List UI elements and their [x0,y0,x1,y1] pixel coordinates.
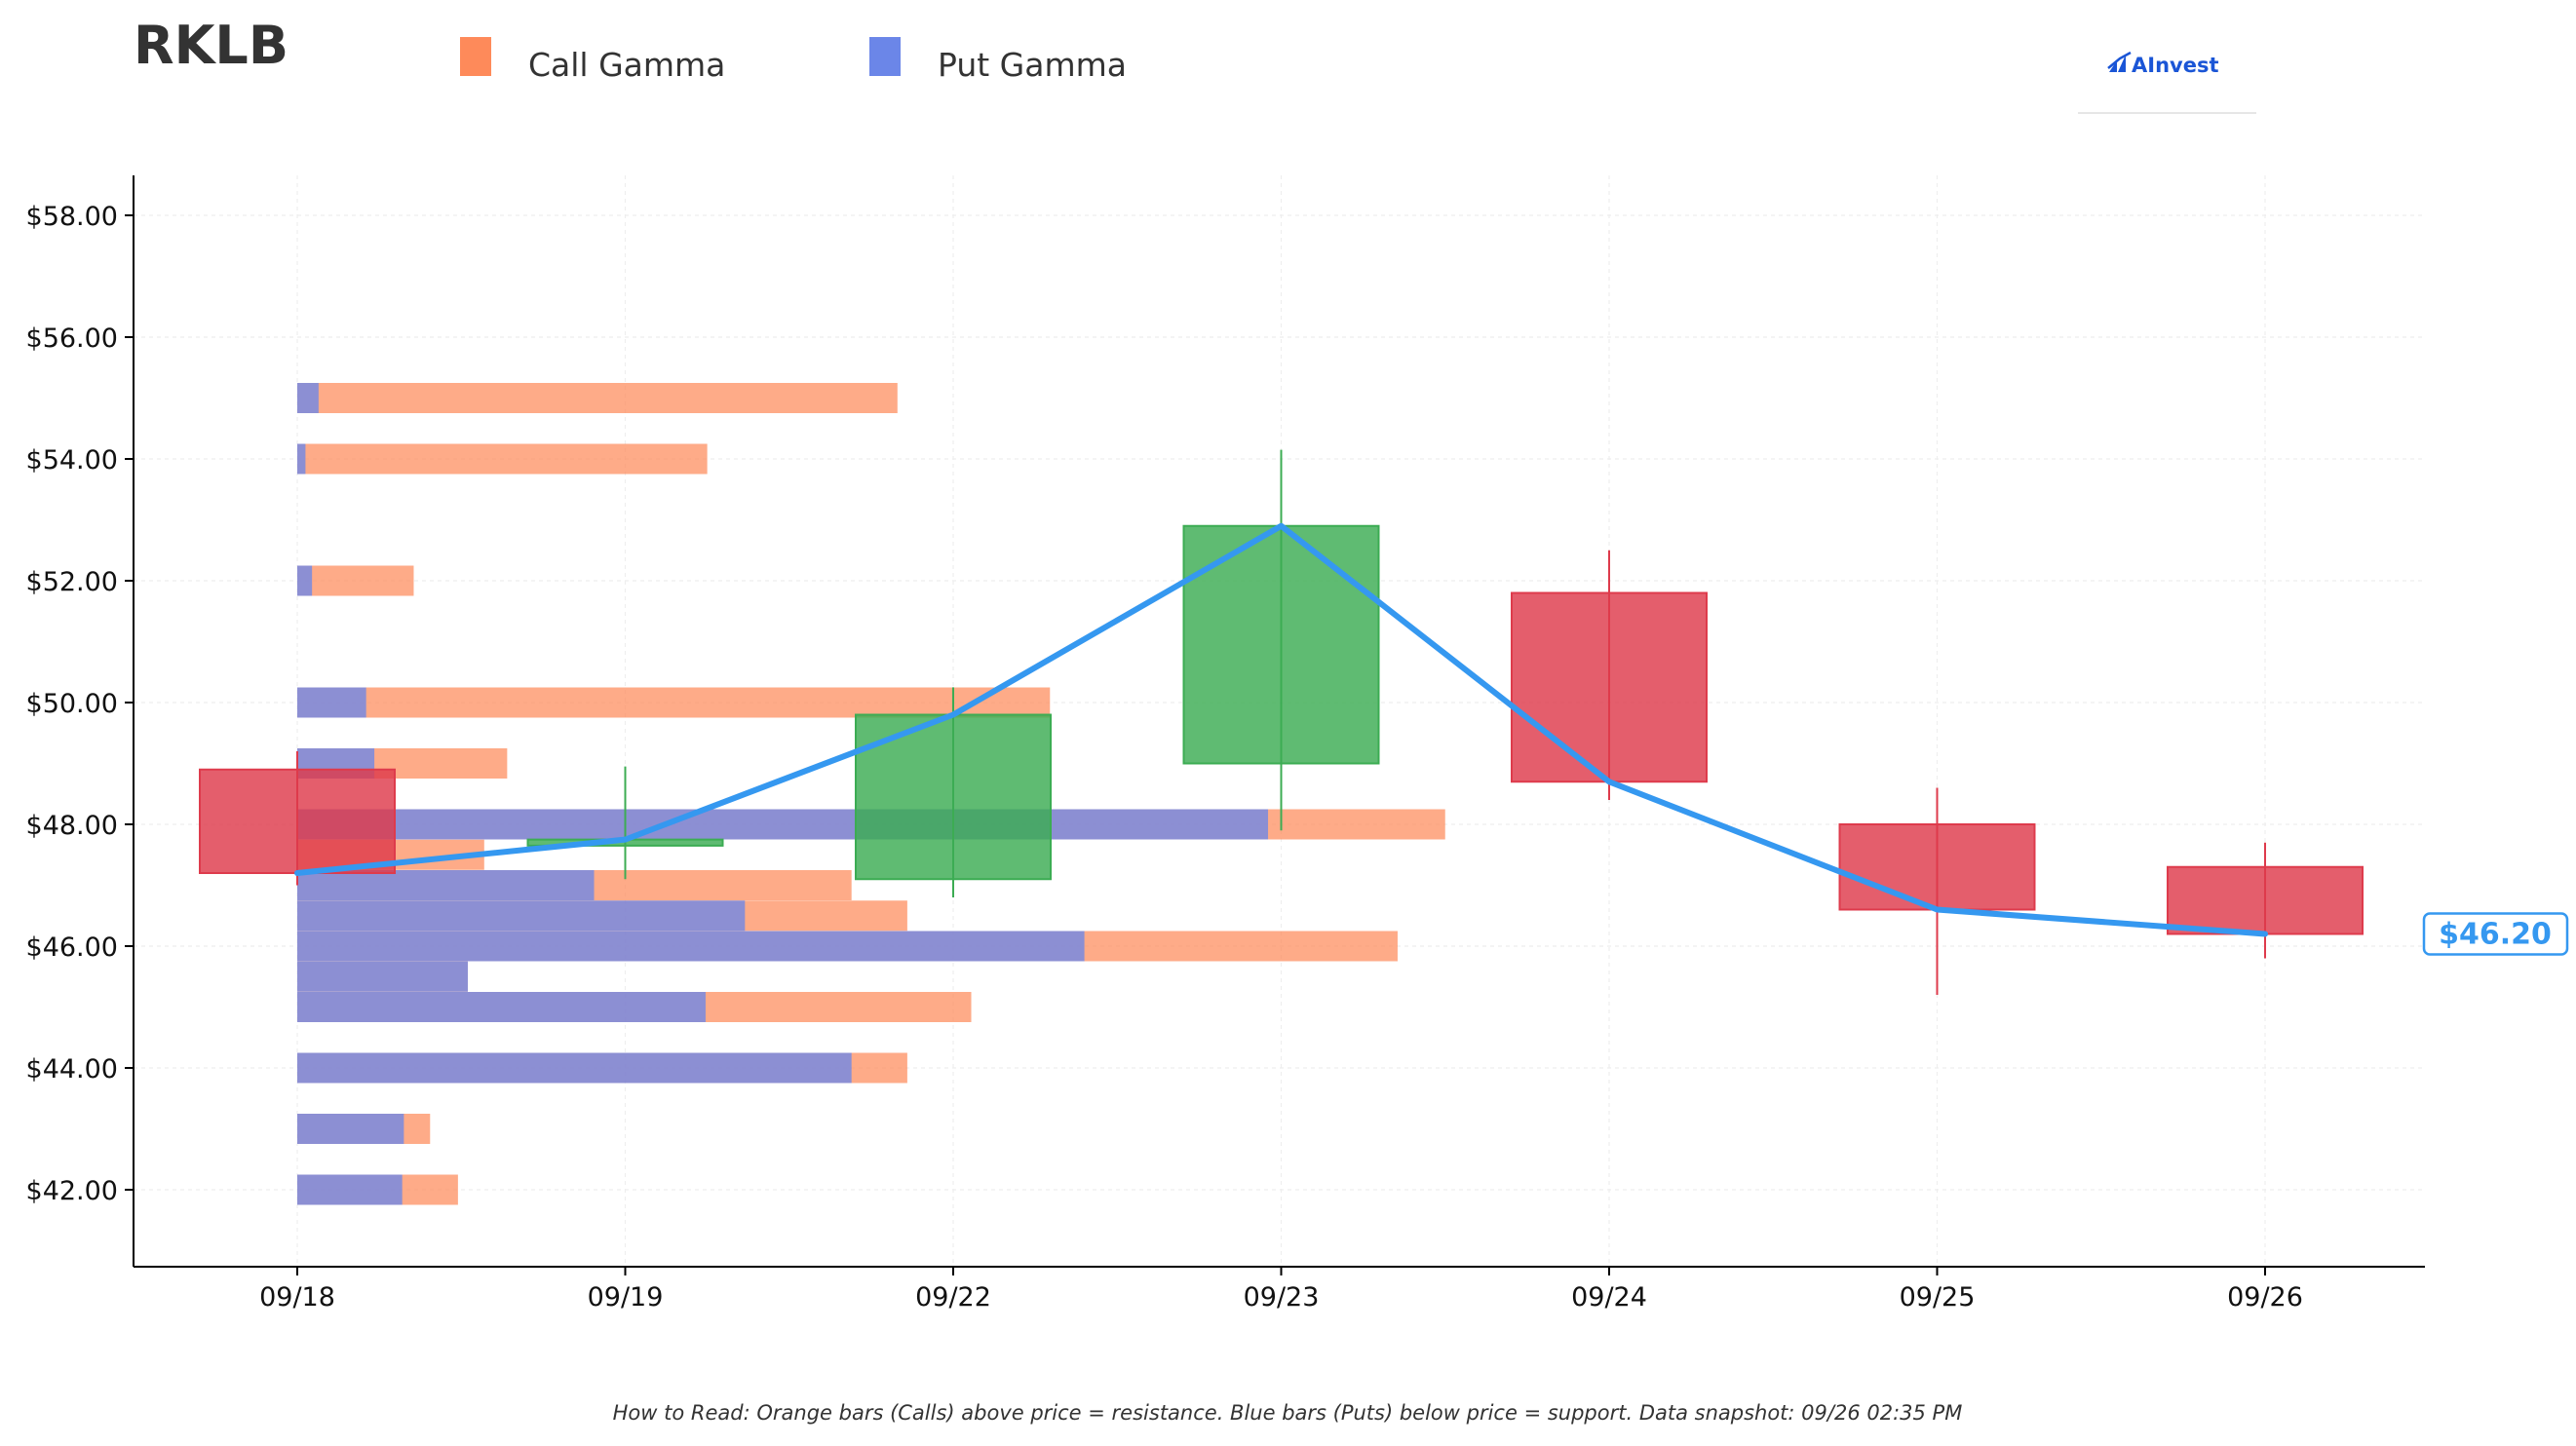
candle-body [199,768,396,874]
put-gamma-bar [297,1174,403,1205]
candle-body [1838,823,2036,911]
x-tick-label: 09/18 [259,1282,335,1313]
ainvest-logo-icon [2107,51,2132,72]
y-tick-label: $52.00 [26,567,118,597]
y-tick-label: $58.00 [26,202,118,232]
put-gamma-bar [297,565,313,596]
x-tick-label: 09/26 [2227,1282,2303,1313]
y-tick-label: $46.00 [26,932,118,963]
x-tick-label: 09/25 [1900,1282,1976,1313]
x-tick-label: 09/24 [1571,1282,1647,1313]
gamma-bars [297,383,1445,1205]
call-gamma-bar [297,383,898,413]
legend-put-swatch [869,37,901,76]
put-gamma-bar [297,961,468,992]
last-price-badge-box [2422,912,2569,956]
chart-title: RKLB [134,15,288,76]
last-price-label: $46.20 [2439,918,2552,952]
y-tick-label: $50.00 [26,689,118,719]
put-gamma-bar [297,992,706,1022]
close-price-line-group [294,522,2268,937]
footer-note: How to Read: Orange bars (Calls) above p… [613,1401,1963,1425]
axes: $42.00 $44.00 $46.00 $48.00 $50.00 $52.00 $54.… [26,175,2425,1313]
put-gamma-bar [297,809,1269,840]
y-tick-label: $44.00 [26,1054,118,1084]
call-gamma-bar [297,443,708,475]
put-gamma-bar [297,687,366,718]
put-gamma-bar [297,1052,852,1084]
close-price-line [294,522,2268,937]
y-tick-label: $48.00 [26,811,118,841]
call-gamma-bar [297,565,414,596]
put-gamma-bar [297,383,319,413]
put-gamma-bar [297,931,1085,962]
last-price-badge: $46.20 [2422,912,2569,956]
x-tick-label: 09/22 [915,1282,991,1313]
y-tick-label: $54.00 [26,445,118,476]
candle-body [1511,591,1708,783]
put-gamma-bar [297,443,306,475]
call-gamma-bar [297,687,1051,718]
ainvest-logo-text: AInvest [2132,54,2219,77]
put-gamma-bar [297,1114,404,1144]
put-gamma-bar [297,870,595,900]
x-tick-label: 09/23 [1244,1282,1320,1313]
legend-put-label: Put Gamma [938,46,1127,84]
y-tick-label: $56.00 [26,323,118,354]
y-tick-label: $42.00 [26,1176,118,1206]
candle-body [2167,865,2364,935]
candle-body [1182,524,1380,765]
legend-call-label: Call Gamma [528,46,725,84]
legend-call-swatch [460,37,491,76]
ainvest-logo: AInvest [2078,51,2256,114]
x-tick-label: 09/19 [588,1282,664,1313]
put-gamma-bar [297,900,746,932]
